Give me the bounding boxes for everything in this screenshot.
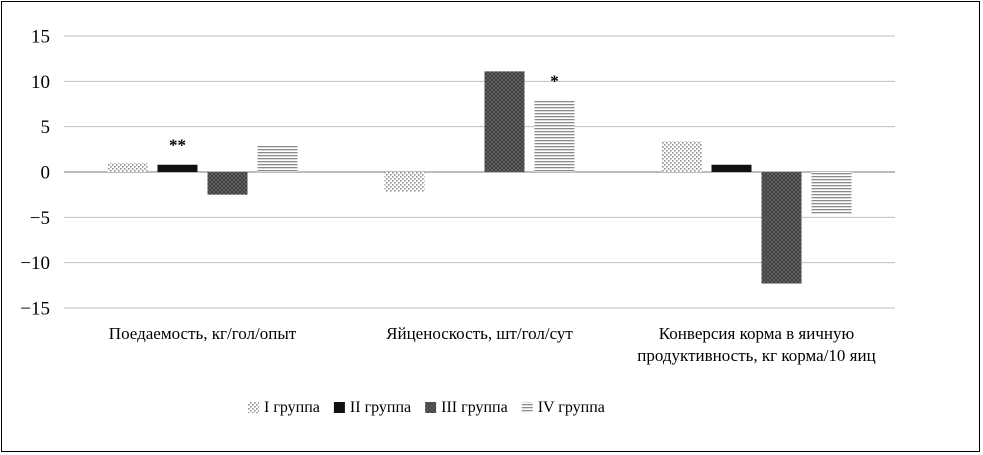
y-tick-label: 0: [41, 163, 51, 184]
bar: [107, 162, 148, 172]
y-tick-label: −5: [30, 208, 50, 229]
y-tick-label: 15: [31, 27, 50, 48]
category-label: Яйценоскость, шт/гол/сут: [386, 324, 573, 343]
y-tick-label: −10: [20, 253, 50, 274]
significance-marker: *: [550, 71, 559, 90]
y-axis-tick-labels: 15 10 5 0 −5 −10 −15: [20, 27, 50, 320]
significance-marker: **: [169, 136, 186, 155]
y-tick-label: 10: [31, 72, 50, 93]
x-axis-category-labels: Поедаемость, кг/гол/опыт Яйценоскость, шт…: [109, 324, 876, 365]
bar: [484, 71, 525, 172]
y-tick-label: −15: [20, 299, 50, 320]
legend-swatch: [333, 402, 345, 413]
category-label: Конверсия корма в яичную: [659, 324, 855, 343]
legend-item: IV группа: [521, 399, 605, 416]
bar: [761, 172, 802, 284]
legend-swatch: [248, 402, 259, 413]
legend-item: III группа: [425, 399, 508, 416]
legend-swatch: [425, 402, 437, 413]
bar: [811, 172, 852, 214]
bars: [107, 71, 852, 284]
y-tick-label: 5: [41, 117, 51, 138]
bar: [207, 172, 248, 195]
category-label: Поедаемость, кг/гол/опыт: [109, 324, 297, 343]
gridlines: [64, 35, 895, 309]
legend-label: III группа: [441, 399, 508, 416]
significance-annotations: ***: [169, 71, 559, 154]
bar: [661, 141, 702, 172]
legend-label: I группа: [264, 399, 320, 416]
bar: [534, 100, 575, 172]
bar: [157, 164, 198, 172]
legend-label: II группа: [350, 399, 411, 416]
legend-item: I группа: [248, 399, 320, 416]
bar: [711, 164, 752, 172]
legend: I группа II группа III группа IV группа: [248, 399, 605, 416]
bar: [257, 145, 298, 172]
category-label: продуктивность, кг корма/10 яиц: [637, 346, 875, 365]
legend-item: II группа: [333, 399, 411, 416]
legend-swatch: [521, 402, 533, 413]
bar: [384, 172, 425, 192]
legend-label: IV группа: [538, 399, 605, 416]
